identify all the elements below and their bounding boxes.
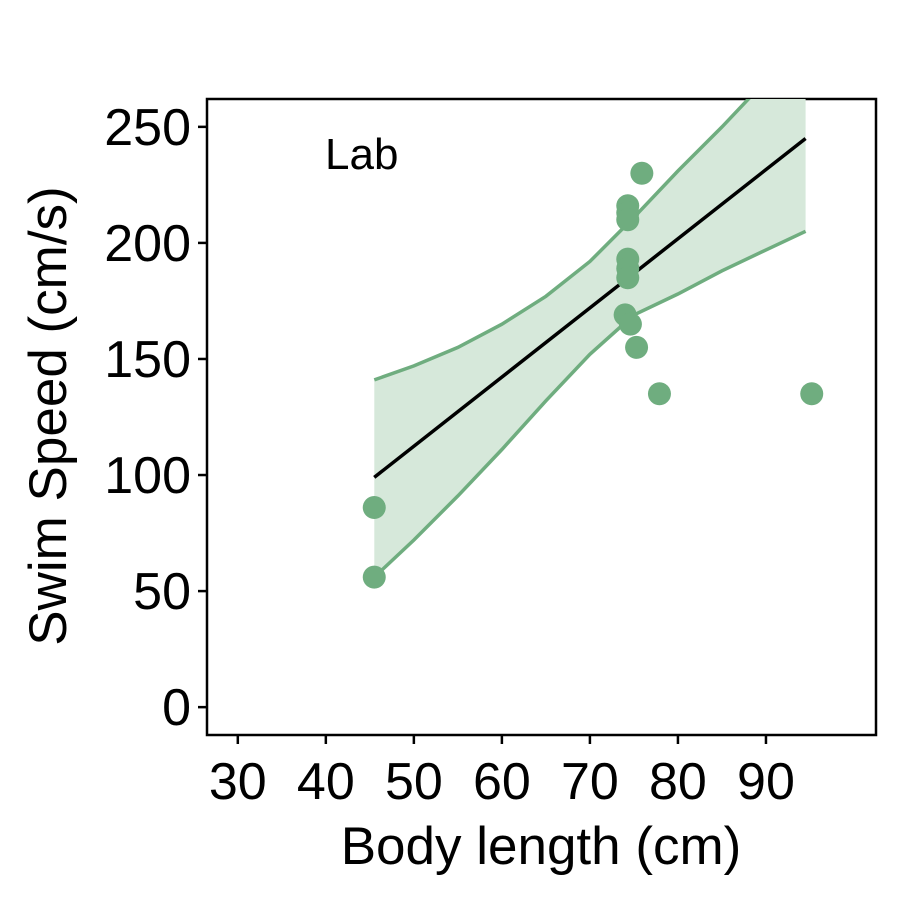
data-point bbox=[362, 565, 386, 589]
x-tick-label: 50 bbox=[385, 753, 443, 811]
data-point bbox=[625, 335, 649, 359]
y-tick-label: 50 bbox=[133, 563, 191, 621]
x-tick-label: 30 bbox=[209, 753, 267, 811]
confidence-band-fill bbox=[374, 99, 806, 578]
data-point bbox=[616, 266, 640, 290]
x-tick-label: 70 bbox=[561, 753, 619, 811]
data-point bbox=[616, 208, 640, 232]
regression-line bbox=[373, 137, 807, 479]
x-axis: 30 40 50 60 70 80 90 bbox=[209, 735, 795, 811]
y-tick-label: 100 bbox=[104, 447, 191, 505]
x-axis-label: Body length (cm) bbox=[341, 817, 742, 876]
y-tick-label: 150 bbox=[104, 331, 191, 389]
confidence-band-group bbox=[373, 99, 807, 579]
confidence-band-lower-line bbox=[373, 229, 807, 579]
confidence-band-upper-line bbox=[373, 99, 751, 382]
data-point bbox=[647, 382, 671, 406]
plot-panel-border bbox=[205, 97, 878, 737]
panel-annotation: Lab bbox=[325, 130, 398, 179]
y-tick-label: 250 bbox=[104, 99, 191, 157]
x-tick-label: 90 bbox=[737, 753, 795, 811]
y-tick-label: 200 bbox=[104, 215, 191, 273]
y-axis-label: Swim Speed (cm/s) bbox=[19, 186, 78, 645]
y-tick-label: 0 bbox=[162, 679, 191, 737]
data-point bbox=[618, 312, 642, 336]
y-axis: 0 50 100 150 200 250 bbox=[104, 99, 207, 737]
x-tick-label: 80 bbox=[649, 753, 707, 811]
data-point bbox=[800, 382, 824, 406]
data-point bbox=[630, 161, 654, 185]
x-tick-label: 40 bbox=[297, 753, 355, 811]
data-points bbox=[362, 161, 824, 589]
data-point bbox=[362, 496, 386, 520]
x-tick-label: 60 bbox=[473, 753, 531, 811]
